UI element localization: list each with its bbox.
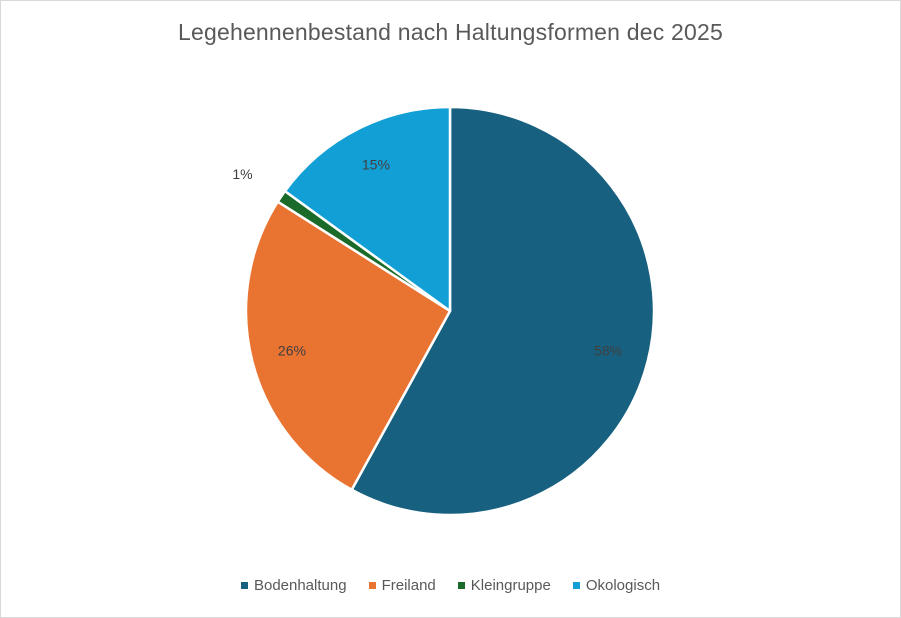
legend-item-freiland: Freiland bbox=[368, 577, 436, 594]
pie-slice-freiland bbox=[244, 200, 452, 492]
data-label-kleingruppe: 1% bbox=[232, 166, 252, 182]
legend-item-bodenhaltung: Bodenhaltung bbox=[240, 577, 347, 594]
pie-slice-okologisch bbox=[283, 105, 452, 313]
legend-swatch bbox=[457, 582, 465, 589]
legend-item-okologisch: Okologisch bbox=[572, 577, 661, 594]
legend-label: Kleingruppe bbox=[470, 577, 551, 594]
legend-label: Freiland bbox=[381, 577, 436, 594]
data-label-okologisch: 15% bbox=[362, 156, 390, 172]
legend: Bodenhaltung Freiland Kleingruppe Okolog… bbox=[1, 577, 900, 594]
legend-swatch bbox=[368, 582, 376, 589]
data-label-freiland: 26% bbox=[278, 342, 306, 358]
legend-label: Okologisch bbox=[585, 577, 661, 594]
pie-slice-bodenhaltung bbox=[350, 105, 656, 517]
legend-item-kleingruppe: Kleingruppe bbox=[457, 577, 551, 594]
data-label-bodenhaltung: 58% bbox=[594, 342, 622, 358]
chart-title: Legehennenbestand nach Haltungsformen de… bbox=[177, 19, 723, 45]
legend-swatch bbox=[240, 582, 248, 589]
legend-label: Bodenhaltung bbox=[253, 577, 347, 594]
legend-swatch bbox=[572, 582, 580, 589]
